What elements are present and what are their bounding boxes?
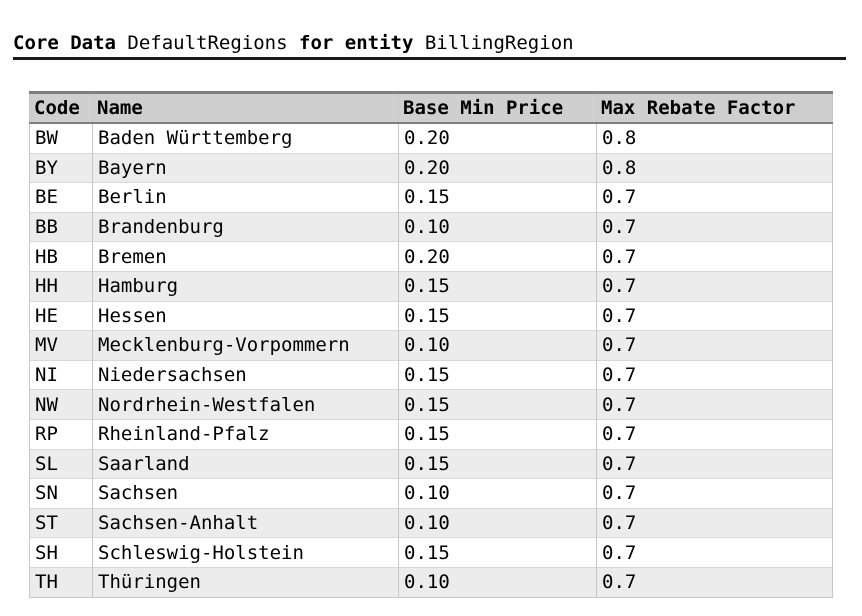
table-row: ST Sachsen-Anhalt 0.10 0.7 (29, 507, 833, 538)
cell-name: Nordrhein-Westfalen (92, 389, 399, 420)
cell-code: BW (29, 122, 93, 154)
cell-base-min-price: 0.15 (398, 418, 597, 450)
cell-code: TH (29, 566, 93, 597)
cell-name: Rheinland-Pfalz (92, 418, 399, 450)
heading-keyword-core-data: Core Data (13, 32, 116, 54)
cell-max-rebate-factor: 0.7 (596, 537, 833, 568)
cell-name: Sachsen (92, 478, 399, 509)
cell-max-rebate-factor: 0.7 (596, 478, 833, 509)
cell-name: Mecklenburg-Vorpommern (92, 330, 399, 361)
table-row: SH Schleswig-Holstein 0.15 0.7 (29, 537, 833, 568)
cell-code: HE (29, 300, 93, 331)
cell-name: Sachsen-Anhalt (92, 507, 399, 538)
cell-code: NW (29, 389, 93, 420)
cell-max-rebate-factor: 0.7 (596, 389, 833, 420)
table-row: TH Thüringen 0.10 0.7 (29, 566, 833, 597)
heading-entity-name: BillingRegion (424, 32, 574, 54)
cell-base-min-price: 0.20 (398, 152, 597, 183)
cell-name: Hamburg (92, 270, 399, 302)
cell-max-rebate-factor: 0.7 (596, 359, 833, 390)
heading-keyword-for-entity: for entity (299, 32, 414, 54)
cell-code: NI (29, 359, 93, 390)
cell-max-rebate-factor: 0.7 (596, 211, 833, 242)
cell-base-min-price: 0.10 (398, 330, 597, 361)
cell-name: Niedersachsen (92, 359, 399, 390)
cell-name: Schleswig-Holstein (92, 537, 399, 568)
cell-code: MV (29, 330, 93, 361)
table-row: BY Bayern 0.20 0.8 (29, 152, 833, 183)
column-header-base-min-price: Base Min Price (398, 91, 597, 124)
cell-max-rebate-factor: 0.8 (596, 122, 833, 154)
cell-name: Berlin (92, 182, 399, 213)
cell-base-min-price: 0.15 (398, 537, 597, 568)
page-heading: Core Data DefaultRegions for entity Bill… (13, 29, 846, 60)
cell-name: Brandenburg (92, 211, 399, 242)
heading-data-name: DefaultRegions (127, 32, 288, 54)
cell-code: BB (29, 211, 93, 242)
table-row: BW Baden Württemberg 0.20 0.8 (29, 122, 833, 154)
cell-max-rebate-factor: 0.7 (596, 418, 833, 450)
cell-max-rebate-factor: 0.7 (596, 566, 833, 597)
table-row: HB Bremen 0.20 0.7 (29, 241, 833, 272)
cell-base-min-price: 0.15 (398, 182, 597, 213)
column-header-max-rebate-factor: Max Rebate Factor (596, 91, 833, 124)
table-row: HE Hessen 0.15 0.7 (29, 300, 833, 331)
cell-max-rebate-factor: 0.7 (596, 448, 833, 479)
cell-base-min-price: 0.15 (398, 300, 597, 331)
cell-base-min-price: 0.10 (398, 566, 597, 597)
cell-base-min-price: 0.15 (398, 448, 597, 479)
cell-base-min-price: 0.15 (398, 359, 597, 390)
cell-code: SN (29, 478, 93, 509)
cell-base-min-price: 0.10 (398, 478, 597, 509)
cell-max-rebate-factor: 0.8 (596, 152, 833, 183)
column-header-name: Name (92, 91, 399, 124)
cell-max-rebate-factor: 0.7 (596, 241, 833, 272)
cell-name: Saarland (92, 448, 399, 479)
table-header-row: Code Name Base Min Price Max Rebate Fact… (29, 91, 833, 124)
cell-base-min-price: 0.20 (398, 241, 597, 272)
cell-max-rebate-factor: 0.7 (596, 507, 833, 538)
cell-base-min-price: 0.15 (398, 270, 597, 302)
cell-code: ST (29, 507, 93, 538)
table-row: SL Saarland 0.15 0.7 (29, 448, 833, 479)
cell-base-min-price: 0.10 (398, 507, 597, 538)
table-row: NW Nordrhein-Westfalen 0.15 0.7 (29, 389, 833, 420)
cell-code: BY (29, 152, 93, 183)
cell-max-rebate-factor: 0.7 (596, 182, 833, 213)
table-row: HH Hamburg 0.15 0.7 (29, 270, 833, 302)
cell-max-rebate-factor: 0.7 (596, 300, 833, 331)
cell-name: Hessen (92, 300, 399, 331)
table-body: BW Baden Württemberg 0.20 0.8 BY Bayern 0.20 0.… (29, 122, 833, 597)
cell-code: BE (29, 182, 93, 213)
cell-base-min-price: 0.10 (398, 211, 597, 242)
cell-code: HB (29, 241, 93, 272)
regions-table: Code Name Base Min Price Max Rebate Fact… (29, 91, 833, 598)
table-row: NI Niedersachsen 0.15 0.7 (29, 359, 833, 390)
cell-name: Bremen (92, 241, 399, 272)
table-row: SN Sachsen 0.10 0.7 (29, 478, 833, 509)
cell-code: HH (29, 270, 93, 302)
table-row: BB Brandenburg 0.10 0.7 (29, 211, 833, 242)
cell-code: SL (29, 448, 93, 479)
cell-name: Thüringen (92, 566, 399, 597)
cell-name: Bayern (92, 152, 399, 183)
cell-base-min-price: 0.20 (398, 122, 597, 154)
table-row: BE Berlin 0.15 0.7 (29, 182, 833, 213)
cell-max-rebate-factor: 0.7 (596, 270, 833, 302)
table-row: RP Rheinland-Pfalz 0.15 0.7 (29, 418, 833, 450)
cell-code: SH (29, 537, 93, 568)
column-header-code: Code (29, 91, 93, 124)
table-row: MV Mecklenburg-Vorpommern 0.10 0.7 (29, 330, 833, 361)
cell-max-rebate-factor: 0.7 (596, 330, 833, 361)
cell-code: RP (29, 418, 93, 450)
cell-name: Baden Württemberg (92, 122, 399, 154)
cell-base-min-price: 0.15 (398, 389, 597, 420)
